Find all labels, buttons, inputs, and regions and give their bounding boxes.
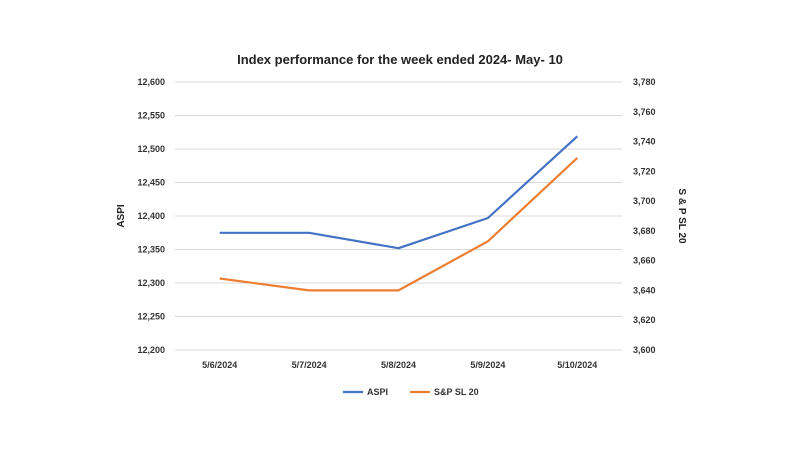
left-axis-ticks: 12,200 12,250 12,300 12,350 12,400 12,450 12,5… xyxy=(137,77,165,355)
legend: ASPI S&P SL 20 xyxy=(343,387,479,397)
y2-tick-label: 3,760 xyxy=(633,107,656,117)
y2-tick-label: 3,640 xyxy=(633,285,656,295)
y2-tick-label: 3,720 xyxy=(633,166,656,176)
y-tick-label: 12,200 xyxy=(137,345,165,355)
y-tick-label: 12,400 xyxy=(137,211,165,221)
y2-tick-label: 3,660 xyxy=(633,256,656,266)
y-tick-label: 12,250 xyxy=(137,312,165,322)
y-tick-label: 12,600 xyxy=(137,77,165,87)
series-lines xyxy=(219,135,579,292)
x-tick-label: 5/6/2024 xyxy=(202,360,237,370)
series-line-s-p-sl-20 xyxy=(219,157,579,292)
y2-axis-label: S & P SL 20 xyxy=(676,188,687,244)
y-tick-label: 12,300 xyxy=(137,278,165,288)
right-axis-ticks: 3,600 3,620 3,640 3,660 3,680 3,700 3,720 3,740… xyxy=(633,77,656,355)
x-tick-label: 5/7/2024 xyxy=(292,360,327,370)
x-tick-label: 5/9/2024 xyxy=(470,360,505,370)
y2-tick-label: 3,620 xyxy=(633,315,656,325)
gridlines xyxy=(175,81,622,351)
y-axis-label: ASPI xyxy=(116,204,127,228)
x-axis-ticks: 5/6/2024 5/7/2024 5/8/2024 5/9/2024 5/10/202… xyxy=(202,360,597,370)
y2-tick-label: 3,680 xyxy=(633,226,656,236)
y2-tick-label: 3,600 xyxy=(633,345,656,355)
series-line-aspi xyxy=(219,135,579,250)
legend-label: S&P SL 20 xyxy=(434,387,479,397)
y-tick-label: 12,450 xyxy=(137,178,165,188)
y2-tick-label: 3,780 xyxy=(633,77,656,87)
y-tick-label: 12,500 xyxy=(137,144,165,154)
x-tick-label: 5/10/2024 xyxy=(557,360,597,370)
chart-title: Index performance for the week ended 202… xyxy=(237,52,563,67)
y-tick-label: 12,550 xyxy=(137,111,165,121)
legend-label: ASPI xyxy=(367,387,388,397)
y-tick-label: 12,350 xyxy=(137,245,165,255)
y2-tick-label: 3,700 xyxy=(633,196,656,206)
y2-tick-label: 3,740 xyxy=(633,137,656,147)
x-tick-label: 5/8/2024 xyxy=(381,360,416,370)
